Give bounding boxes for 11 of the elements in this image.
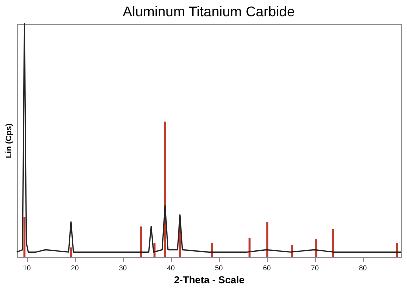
chart-title: Aluminum Titanium Carbide <box>123 3 296 20</box>
bar <box>24 217 26 257</box>
bar <box>248 238 251 257</box>
bar <box>70 248 72 257</box>
bar <box>140 226 142 257</box>
y-axis-title: Lin (Cps) <box>4 123 14 158</box>
x-axis-title: 2-Theta - Scale <box>174 276 246 286</box>
bar <box>266 222 269 257</box>
bar <box>332 229 334 257</box>
bar <box>316 240 318 257</box>
bar <box>154 243 156 257</box>
